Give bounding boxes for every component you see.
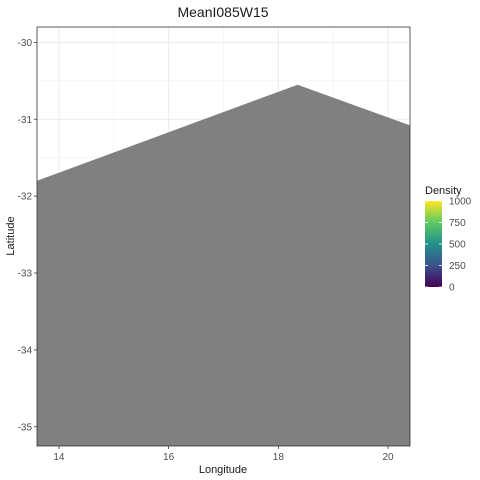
- legend-tick-label: 500: [449, 240, 466, 251]
- panel-border: [36, 26, 411, 447]
- legend-tick-label: 750: [449, 218, 466, 229]
- legend-ticks: 1000 750 500 250 0: [425, 197, 472, 294]
- y-tick-label: -33: [18, 269, 33, 280]
- legend-tick-label: 250: [449, 261, 466, 272]
- legend-title: Density: [425, 185, 462, 197]
- plot-panel: [36, 26, 411, 447]
- y-tick-label: -35: [18, 422, 33, 433]
- y-tick-label: -34: [18, 345, 33, 356]
- map-title: MeanI085W15: [177, 4, 268, 20]
- y-tick-label: -30: [18, 38, 33, 49]
- y-tick-label: -31: [18, 115, 33, 126]
- legend-tick-label: 1000: [449, 197, 472, 208]
- x-axis-label: Longitude: [199, 464, 247, 476]
- land-mass: [37, 84, 410, 446]
- y-axis-ticks: -30 -31 -32 -33 -34 -35: [18, 38, 37, 433]
- x-tick-label: 20: [382, 452, 394, 463]
- y-axis-label: Latitude: [5, 216, 17, 255]
- x-tick-label: 16: [163, 452, 175, 463]
- legend-colorbar: [425, 201, 442, 287]
- legend: Density 1000 750 500 250 0: [425, 185, 472, 294]
- x-axis-ticks: 14 16 18 20: [53, 446, 394, 463]
- legend-tick-label: 0: [449, 283, 455, 294]
- x-tick-label: 18: [273, 452, 285, 463]
- x-tick-label: 14: [53, 452, 65, 463]
- y-tick-label: -32: [18, 192, 33, 203]
